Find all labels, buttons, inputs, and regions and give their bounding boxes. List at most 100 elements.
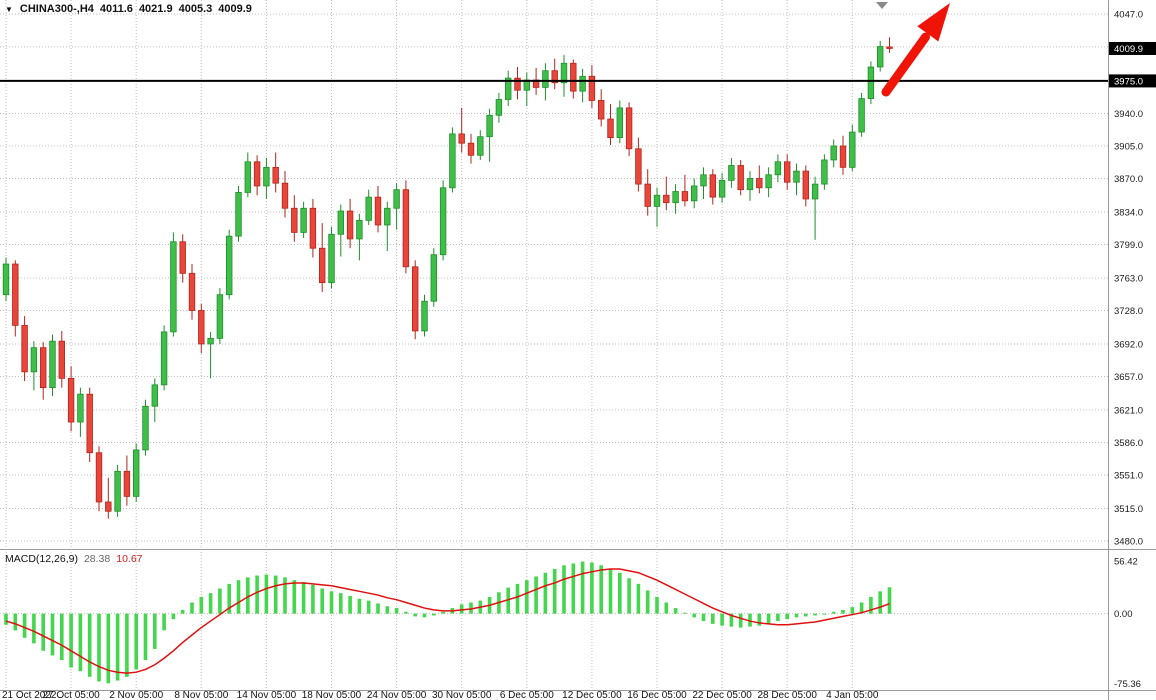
macd-histogram-bar <box>869 596 873 614</box>
macd-histogram-bar <box>311 584 315 614</box>
candle <box>560 54 568 97</box>
candle <box>467 133 475 164</box>
svg-text:27 Oct 05:00: 27 Oct 05:00 <box>42 690 100 700</box>
macd-histogram-bar <box>841 609 845 614</box>
candle <box>886 37 893 53</box>
candle <box>309 198 317 258</box>
svg-text:4009.9: 4009.9 <box>1114 44 1143 55</box>
macd-histogram-bar <box>822 613 827 615</box>
macd-histogram-bar <box>729 613 734 627</box>
ohlc-low: 4005.3 <box>178 3 213 15</box>
macd-histogram-bar <box>339 593 343 614</box>
candle <box>616 100 623 144</box>
candle <box>477 130 484 160</box>
svg-text:3799.0: 3799.0 <box>1114 240 1143 251</box>
price-axis[interactable]: 4047.0 3940.0 3905.0 3870.0 3834.0 3799.0 3763… <box>1109 10 1156 691</box>
macd-histogram-bar <box>543 572 548 614</box>
candle <box>198 303 205 354</box>
svg-text:3657.0: 3657.0 <box>1114 372 1143 383</box>
macd-histogram-bar <box>87 613 92 677</box>
candlestick-series <box>2 37 893 519</box>
macd-main-value: 28.38 <box>83 553 111 565</box>
candle <box>867 61 875 105</box>
candle <box>281 171 289 218</box>
macd-histogram-bar <box>636 583 641 614</box>
candle <box>588 65 596 108</box>
svg-text:3621.0: 3621.0 <box>1114 405 1143 416</box>
candle <box>811 176 819 240</box>
candle <box>207 331 214 379</box>
candle <box>598 89 605 127</box>
macd-histogram-bar <box>571 563 576 614</box>
macd-histogram-bar <box>720 613 724 626</box>
candle <box>430 248 437 307</box>
macd-histogram-bar <box>357 598 362 614</box>
macd-histogram-bar <box>525 580 529 614</box>
candle <box>58 330 65 388</box>
macd-histogram-bar <box>60 613 64 661</box>
candle <box>337 204 344 257</box>
macd-histogram-bar <box>887 587 892 614</box>
candle <box>272 152 279 193</box>
candle <box>123 455 131 506</box>
candle <box>188 264 196 320</box>
macd-histogram-bar <box>4 613 8 625</box>
candle <box>2 257 10 302</box>
macd-histogram-bar <box>655 596 659 614</box>
macd-histogram-bar <box>283 577 287 614</box>
macd-histogram-bar <box>794 613 799 618</box>
candle <box>551 58 558 90</box>
svg-text:16 Dec 05:00: 16 Dec 05:00 <box>627 690 687 700</box>
candle <box>718 172 726 203</box>
candle <box>700 167 707 199</box>
macd-histogram-bar <box>329 591 334 614</box>
macd-histogram-bar <box>432 613 436 616</box>
candle <box>40 342 47 400</box>
svg-text:8 Nov 05:00: 8 Nov 05:00 <box>174 690 228 700</box>
svg-text:6 Dec 05:00: 6 Dec 05:00 <box>500 690 554 700</box>
price-badge: 3975.0 <box>1109 74 1156 88</box>
candle <box>839 135 847 175</box>
trend-arrow-annotation[interactable] <box>881 3 950 97</box>
macd-histogram-bar <box>422 613 427 618</box>
candle <box>170 232 177 337</box>
chart-shift-marker-icon[interactable] <box>876 2 888 9</box>
macd-label: MACD(12,26,9) <box>5 553 78 565</box>
macd-histogram-bar <box>366 600 371 614</box>
candle <box>151 378 158 423</box>
candle <box>486 108 493 162</box>
svg-text:30 Nov 05:00: 30 Nov 05:00 <box>432 690 492 700</box>
macd-histogram-bar <box>227 583 231 614</box>
macd-histogram-bar <box>218 588 222 614</box>
candle <box>77 387 84 437</box>
candle <box>774 154 782 183</box>
macd-histogram-bar <box>162 613 166 631</box>
candle <box>114 464 121 517</box>
candle <box>411 260 419 340</box>
candle <box>644 169 651 216</box>
macd-histogram-bar <box>748 613 752 627</box>
macd-signal-value: 10.67 <box>116 553 143 565</box>
candle <box>86 387 93 462</box>
svg-text:3975.0: 3975.0 <box>1114 76 1143 87</box>
macd-histogram-bar <box>292 580 297 614</box>
macd-histogram-bar <box>692 613 696 618</box>
candle <box>765 167 772 198</box>
candle <box>746 171 754 201</box>
svg-text:3940.0: 3940.0 <box>1114 109 1143 120</box>
macd-histogram-bar <box>385 606 390 614</box>
candle <box>105 477 112 519</box>
macd-indicator-header: MACD(12,26,9) 28.38 10.67 <box>5 553 143 565</box>
svg-text:21 Oct 2022: 21 Oct 2022 <box>2 690 57 700</box>
symbol-dropdown-icon[interactable]: ▼ <box>5 4 13 14</box>
macd-histogram-bar <box>618 572 622 614</box>
macd-histogram-bar <box>599 565 603 614</box>
macd-histogram-bar <box>32 613 36 644</box>
candle <box>402 180 410 274</box>
candle <box>318 223 326 292</box>
candle <box>458 107 465 153</box>
candle <box>263 158 270 199</box>
